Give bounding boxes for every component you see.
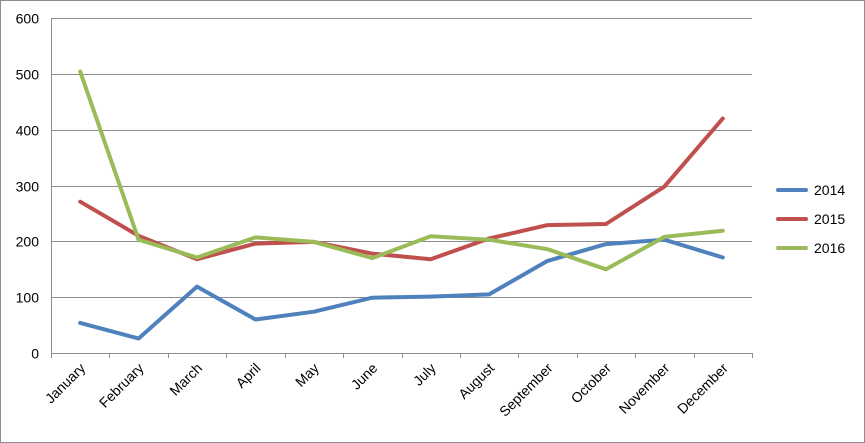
series-line-2016 xyxy=(78,69,725,272)
x-tick-label: July xyxy=(410,360,439,389)
series-line-2015 xyxy=(78,116,725,262)
y-tick-label: 600 xyxy=(16,11,40,27)
x-tick-label: February xyxy=(96,360,147,411)
legend-label-2015: 2015 xyxy=(814,211,845,227)
y-tick-label: 0 xyxy=(31,346,39,362)
y-tick-label: 500 xyxy=(16,67,40,83)
x-tick-label: April xyxy=(232,360,263,391)
x-tick-label: November xyxy=(616,360,673,417)
y-tick-label: 100 xyxy=(16,290,40,306)
x-tick-label: January xyxy=(42,360,89,407)
x-tick-label: August xyxy=(455,360,497,402)
x-tick-label: September xyxy=(496,360,556,420)
legend-label-2016: 2016 xyxy=(814,240,845,256)
series-line-2014 xyxy=(78,237,725,341)
x-tick-label: October xyxy=(568,360,615,407)
y-tick-label: 400 xyxy=(16,123,40,139)
x-tick-label: December xyxy=(674,360,731,417)
y-tick-label: 300 xyxy=(16,179,40,195)
legend-label-2014: 2014 xyxy=(814,182,845,198)
x-tick-label: March xyxy=(166,360,205,399)
y-tick-label: 200 xyxy=(16,234,40,250)
x-tick-label: June xyxy=(348,360,381,393)
x-tick-label: May xyxy=(292,360,322,390)
